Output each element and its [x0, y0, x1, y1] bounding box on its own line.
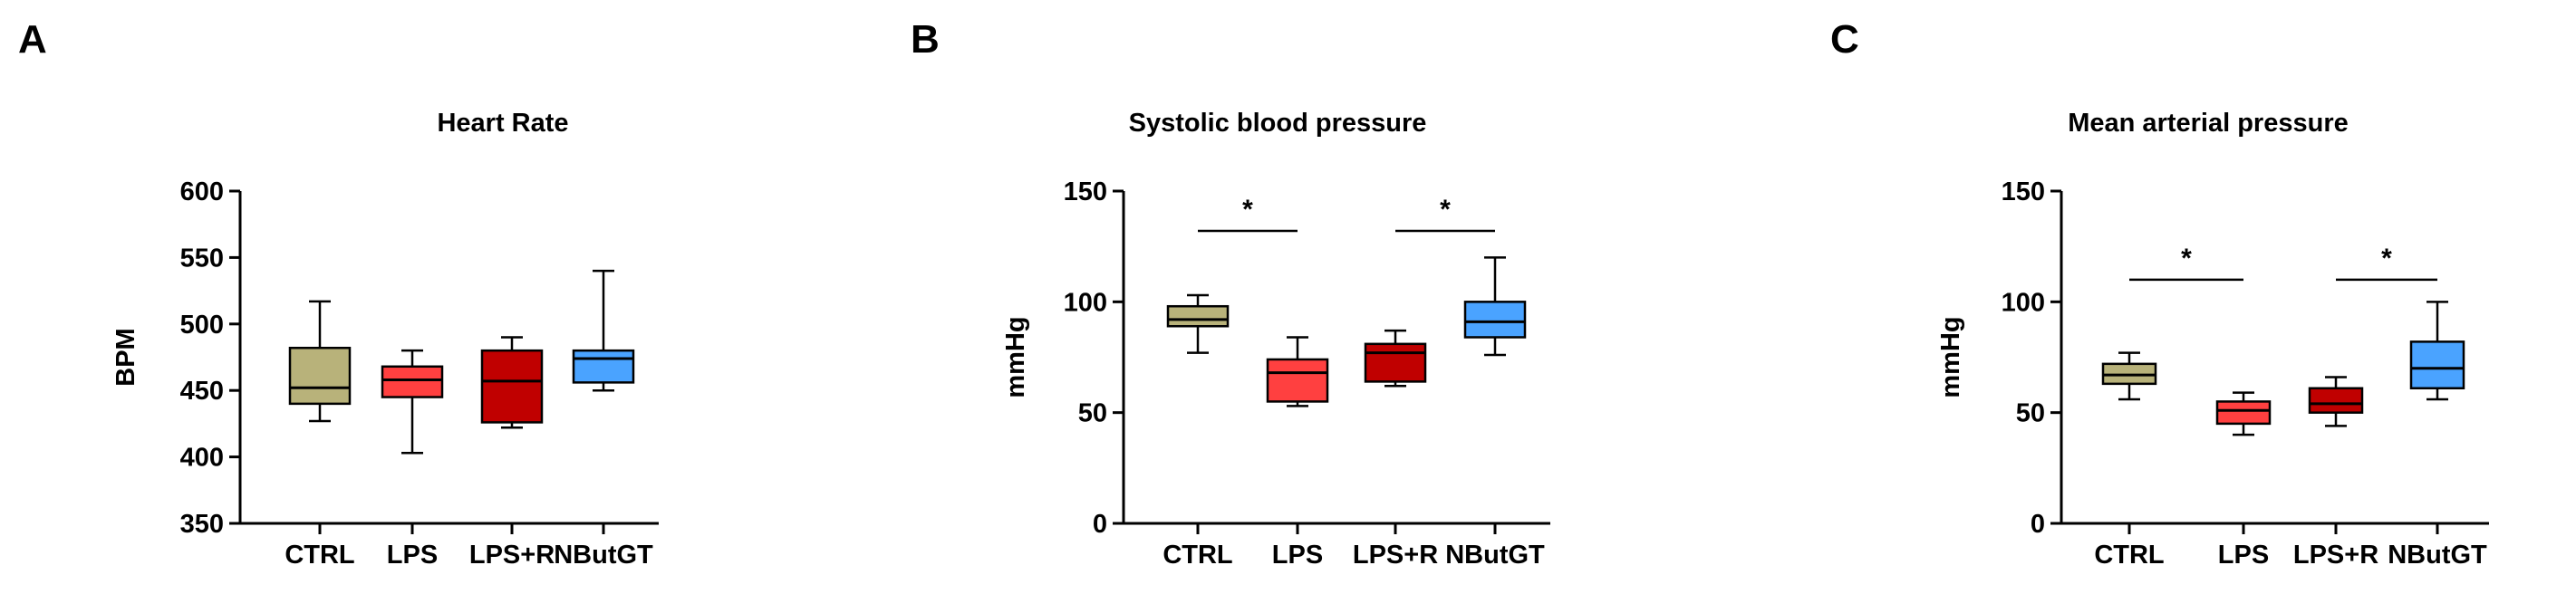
chart-title: Heart Rate: [437, 109, 568, 138]
y-tick-label: 150: [1064, 177, 1107, 206]
x-tick-label: CTRL: [1163, 541, 1232, 570]
box-body: [2308, 387, 2364, 414]
box-body: [2215, 400, 2272, 426]
panel-c: C Mean arterial pressure 0 50 100 150 mmHg CTRL…: [1830, 17, 2489, 570]
y-tick-label: 450: [180, 377, 224, 406]
x-tick-label: LPS: [387, 541, 438, 570]
box-body: [2409, 340, 2465, 390]
y-tick-label: 500: [180, 311, 224, 340]
box-ctrl: [288, 300, 352, 423]
box-body: [1266, 358, 1329, 403]
box-lps: [1266, 336, 1329, 407]
y-tick-label: 50: [2016, 399, 2045, 428]
box-ctrl: [1166, 293, 1230, 354]
box-nbutgt: [2409, 301, 2465, 401]
y-tick-label: 0: [1093, 510, 1107, 539]
panel-letter: B: [911, 17, 940, 62]
y-tick-label: 400: [180, 444, 224, 473]
y-tick-label: 0: [2031, 510, 2045, 539]
y-tick-label: 600: [180, 177, 224, 206]
box-body: [381, 365, 444, 398]
x-tick-label: LPS+R: [469, 541, 555, 570]
significance-star: *: [1242, 195, 1253, 225]
x-tick-label: CTRL: [2094, 541, 2164, 570]
y-tick-label: 150: [2002, 177, 2045, 206]
box-body: [288, 346, 352, 406]
x-tick-label: NButGT: [1445, 541, 1545, 570]
x-tick-label: NButGT: [2388, 541, 2487, 570]
box-ctrl: [2101, 351, 2157, 401]
y-axis-label: mmHg: [1936, 316, 1965, 398]
panel-b: B Systolic blood pressure 0 50 100 150 mmHg CTR…: [911, 17, 1550, 570]
y-tick-label: 100: [2002, 288, 2045, 317]
significance-star: *: [2181, 244, 2192, 273]
x-tick-label: LPS: [1272, 541, 1323, 570]
box-nbutgt: [572, 269, 635, 392]
box-body: [572, 349, 635, 384]
box-body: [1463, 301, 1527, 339]
y-axis-label: mmHg: [1001, 316, 1030, 398]
y-tick-label: 350: [180, 510, 224, 539]
box-body: [1166, 304, 1230, 328]
box-lps: [2215, 391, 2272, 436]
box-nbutgt: [1463, 256, 1527, 357]
chart-title: Mean arterial pressure: [2068, 109, 2348, 138]
y-axis-label: BPM: [111, 328, 140, 386]
y-tick-label: 550: [180, 244, 224, 273]
x-tick-label: CTRL: [285, 541, 354, 570]
x-tick-label: LPS+R: [1353, 541, 1438, 570]
box-body: [1364, 342, 1427, 383]
x-tick-label: LPS+R: [2293, 541, 2378, 570]
box-lps-r: [1364, 329, 1427, 388]
box-lps-r: [2308, 376, 2364, 427]
significance-star: *: [1440, 195, 1451, 225]
panel-a: A Heart Rate 350 400 450 500 550 600 BPM CTRL LPS L…: [18, 17, 659, 570]
y-tick-label: 50: [1078, 399, 1107, 428]
box-lps-r: [480, 336, 544, 429]
panel-letter: C: [1830, 17, 1859, 62]
chart-title: Systolic blood pressure: [1129, 109, 1427, 138]
significance-star: *: [2381, 244, 2392, 273]
x-tick-label: LPS: [2218, 541, 2269, 570]
x-tick-label: NButGT: [554, 541, 653, 570]
y-tick-label: 100: [1064, 288, 1107, 317]
box-body: [480, 349, 544, 424]
box-lps: [381, 349, 444, 455]
panel-letter: A: [18, 17, 47, 62]
